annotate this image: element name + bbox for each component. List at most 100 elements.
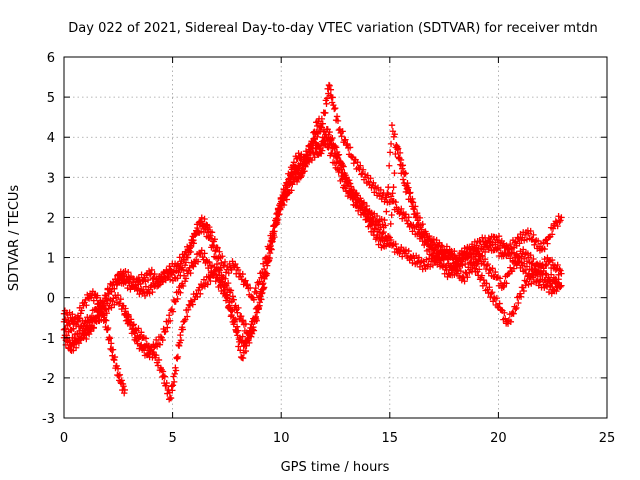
data-point xyxy=(335,151,343,158)
data-point xyxy=(179,266,187,274)
data-point xyxy=(451,271,458,279)
data-point xyxy=(183,313,191,320)
data-point xyxy=(383,208,390,215)
series-track-5 xyxy=(121,121,565,403)
data-point xyxy=(221,280,228,288)
data-point xyxy=(125,269,132,276)
data-point xyxy=(542,262,549,269)
data-point xyxy=(211,271,219,278)
data-point xyxy=(227,287,235,294)
data-point xyxy=(187,297,195,304)
data-point xyxy=(481,255,489,263)
data-point xyxy=(182,259,190,266)
data-point xyxy=(354,159,361,166)
data-point xyxy=(169,382,177,389)
data-point xyxy=(545,288,553,296)
data-point xyxy=(198,283,206,291)
data-point xyxy=(544,240,551,247)
data-point xyxy=(181,278,189,285)
data-point xyxy=(187,269,194,277)
data-point xyxy=(481,248,489,256)
data-point xyxy=(392,150,399,158)
data-point xyxy=(214,244,221,252)
data-point xyxy=(412,203,419,210)
data-point xyxy=(396,210,403,217)
data-point xyxy=(177,337,185,344)
data-point xyxy=(340,163,347,170)
data-point xyxy=(233,329,240,336)
data-point xyxy=(265,256,273,264)
data-point xyxy=(127,316,135,323)
data-point xyxy=(189,301,196,308)
data-layer xyxy=(60,81,565,403)
data-point xyxy=(337,158,344,166)
data-point xyxy=(111,353,119,361)
data-point xyxy=(273,221,280,228)
data-point xyxy=(234,266,242,274)
data-point xyxy=(507,250,515,257)
data-point xyxy=(318,147,326,154)
data-point xyxy=(443,243,451,250)
data-point xyxy=(94,292,101,299)
data-point xyxy=(426,236,434,243)
data-point xyxy=(537,240,545,247)
data-point xyxy=(280,201,288,209)
data-point xyxy=(530,231,537,239)
data-point xyxy=(403,185,411,192)
data-point xyxy=(298,172,305,180)
data-point xyxy=(186,302,194,309)
data-point xyxy=(127,272,135,280)
data-point xyxy=(486,266,493,273)
data-point xyxy=(166,276,174,283)
data-point xyxy=(461,260,469,268)
data-point xyxy=(510,265,518,272)
data-point xyxy=(201,250,208,257)
data-point xyxy=(510,249,518,256)
data-point xyxy=(174,295,181,303)
y-axis-label: SDTVAR / TECUs xyxy=(7,185,22,292)
data-point xyxy=(286,172,294,179)
data-point xyxy=(465,250,473,258)
data-point xyxy=(165,270,172,277)
data-point xyxy=(385,162,393,169)
data-point xyxy=(213,264,221,271)
data-point xyxy=(312,130,319,138)
data-point xyxy=(344,140,351,148)
data-point xyxy=(117,295,124,303)
data-point xyxy=(409,195,416,203)
data-point xyxy=(431,257,438,265)
data-point xyxy=(108,288,115,295)
y-tick-label: 3 xyxy=(47,171,55,186)
data-point xyxy=(132,326,139,333)
data-point xyxy=(208,229,216,236)
data-point xyxy=(259,281,266,288)
data-point xyxy=(167,394,175,402)
data-point xyxy=(224,292,231,299)
data-point xyxy=(125,312,132,320)
data-point xyxy=(174,353,182,361)
data-point xyxy=(432,244,439,252)
data-point xyxy=(225,302,233,309)
data-point xyxy=(211,236,218,243)
data-point xyxy=(231,318,238,326)
data-point xyxy=(72,344,80,351)
data-point xyxy=(189,237,196,245)
data-point xyxy=(476,255,483,263)
data-point xyxy=(367,175,374,182)
data-point xyxy=(363,202,371,210)
data-point xyxy=(488,289,496,296)
data-point xyxy=(506,264,514,271)
data-point xyxy=(237,347,244,354)
data-point xyxy=(169,308,177,315)
data-point xyxy=(315,115,323,123)
plot-area-border xyxy=(63,56,608,419)
data-point xyxy=(448,266,455,274)
data-point xyxy=(450,261,457,269)
data-point xyxy=(399,165,406,172)
x-tick-label: 25 xyxy=(599,431,616,446)
data-point xyxy=(336,166,343,174)
data-point xyxy=(401,170,408,178)
data-point xyxy=(485,234,492,242)
x-tick-label: 10 xyxy=(273,431,290,446)
